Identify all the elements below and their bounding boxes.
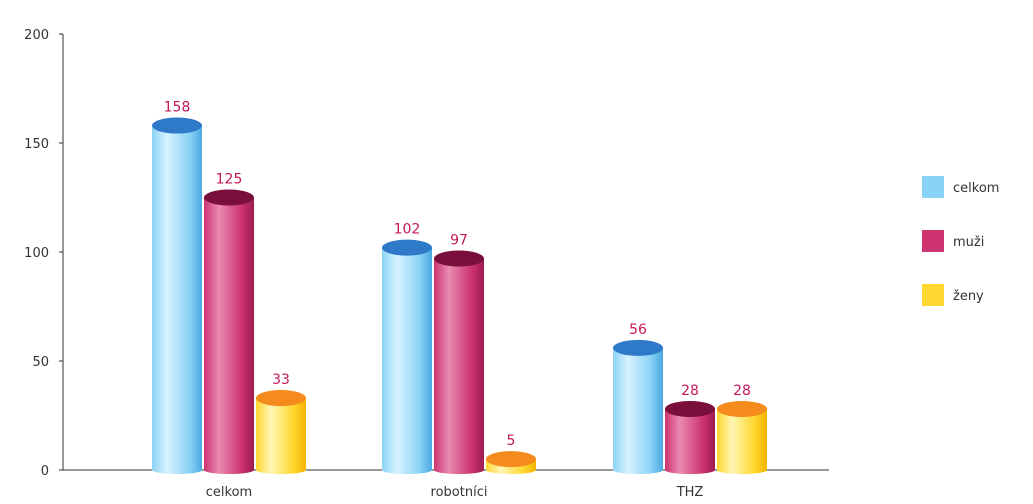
bar-base — [204, 466, 254, 474]
legend: celkom muži ženy — [922, 176, 999, 306]
bar-top-cap — [152, 118, 202, 134]
data-label: 158 — [164, 100, 191, 116]
bar-base — [486, 466, 536, 474]
data-label: 56 — [629, 322, 647, 338]
bar-body — [613, 348, 663, 470]
bar-top-cap — [382, 240, 432, 256]
bar-base — [717, 466, 767, 474]
bar-top-cap — [204, 190, 254, 206]
bar-base — [256, 466, 306, 474]
bar — [204, 190, 254, 475]
data-label: 33 — [272, 372, 290, 388]
legend-label: celkom — [953, 181, 999, 196]
bar-body — [665, 409, 715, 470]
y-tick-label: 100 — [24, 246, 49, 261]
legend-swatch — [922, 230, 944, 252]
bar-base — [434, 466, 484, 474]
bar-body — [152, 126, 202, 470]
x-tick-label: THZ — [676, 485, 704, 500]
x-axis: celkom robotníci THZ — [63, 470, 829, 500]
bar-top-cap — [434, 251, 484, 267]
y-tick-label: 50 — [32, 355, 49, 370]
data-label: 5 — [507, 433, 516, 449]
bar-body — [382, 248, 432, 470]
y-axis: 0 50 100 150 200 — [24, 28, 63, 479]
bar — [717, 401, 767, 474]
bar-top-cap — [256, 390, 306, 406]
legend-label: muži — [953, 235, 984, 250]
bar — [486, 451, 536, 474]
bar-body — [256, 398, 306, 470]
bar-base — [665, 466, 715, 474]
data-label: 28 — [733, 383, 751, 399]
bar-body — [204, 198, 254, 471]
y-tick-label: 150 — [24, 137, 49, 152]
data-label: 97 — [450, 233, 468, 249]
bar-top-cap — [613, 340, 663, 356]
legend-swatch — [922, 284, 944, 306]
data-label: 28 — [681, 383, 699, 399]
bar — [382, 240, 432, 474]
bar-top-cap — [486, 451, 536, 467]
bar-base — [613, 466, 663, 474]
bar-body — [717, 409, 767, 470]
bar-top-cap — [665, 401, 715, 417]
bar-top-cap — [717, 401, 767, 417]
bar — [665, 401, 715, 474]
legend-swatch — [922, 176, 944, 198]
bar-base — [152, 466, 202, 474]
y-tick-label: 200 — [24, 28, 49, 43]
bar-body — [434, 259, 484, 470]
y-tick-label: 0 — [41, 464, 49, 479]
x-tick-label: robotníci — [431, 485, 488, 500]
bar — [434, 251, 484, 474]
bar — [613, 340, 663, 474]
bar — [152, 118, 202, 474]
x-tick-label: celkom — [206, 485, 252, 500]
bars — [152, 118, 767, 474]
data-label: 102 — [394, 222, 421, 238]
data-label: 125 — [216, 172, 243, 188]
bar-base — [382, 466, 432, 474]
legend-label: ženy — [953, 289, 984, 304]
bar — [256, 390, 306, 474]
